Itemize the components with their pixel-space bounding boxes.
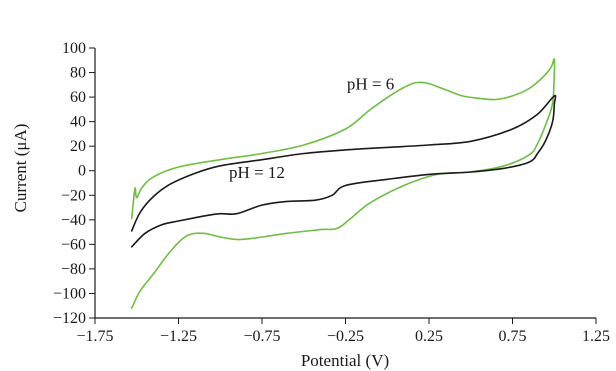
y-tick-label: 60 bbox=[70, 89, 86, 106]
y-tick-label: 0 bbox=[78, 163, 86, 180]
annotation-ph6: pH = 6 bbox=[347, 75, 394, 94]
x-tick-label: 0.25 bbox=[415, 328, 443, 345]
x-tick-label: −1.75 bbox=[76, 328, 113, 345]
y-tick-label: −20 bbox=[61, 187, 86, 204]
x-tick-label: −0.25 bbox=[327, 328, 364, 345]
x-axis-title: Potential (V) bbox=[301, 351, 389, 370]
series-line-ph12 bbox=[130, 94, 557, 248]
axes: 100 80 60 40 20 0 −20 −40 −60 −80 −100 −120−1.75 −1.… bbox=[53, 40, 610, 345]
y-tick-label: −40 bbox=[61, 212, 86, 229]
y-tick-label: 20 bbox=[70, 138, 86, 155]
labels-layer: Potential (V) Current (μA) pH = 6 pH = 12 bbox=[11, 75, 394, 370]
series-layer bbox=[130, 58, 557, 309]
y-tick-label: 80 bbox=[70, 65, 86, 82]
y-tick-label: −60 bbox=[61, 236, 86, 253]
y-tick-label: 100 bbox=[62, 40, 86, 57]
x-tick-label: 0.75 bbox=[499, 328, 527, 345]
y-tick-label: −100 bbox=[53, 285, 86, 302]
x-tick-label: −0.75 bbox=[243, 328, 280, 345]
x-tick-label: −1.25 bbox=[160, 328, 197, 345]
series-line-ph6 bbox=[130, 58, 556, 309]
y-axis-title: Current (μA) bbox=[11, 124, 30, 213]
y-tick-label: 40 bbox=[70, 114, 86, 131]
annotation-ph12: pH = 12 bbox=[229, 163, 285, 182]
y-tick-label: −80 bbox=[61, 261, 86, 278]
y-tick-label: −120 bbox=[53, 310, 86, 327]
x-tick-label: 1.25 bbox=[582, 328, 610, 345]
